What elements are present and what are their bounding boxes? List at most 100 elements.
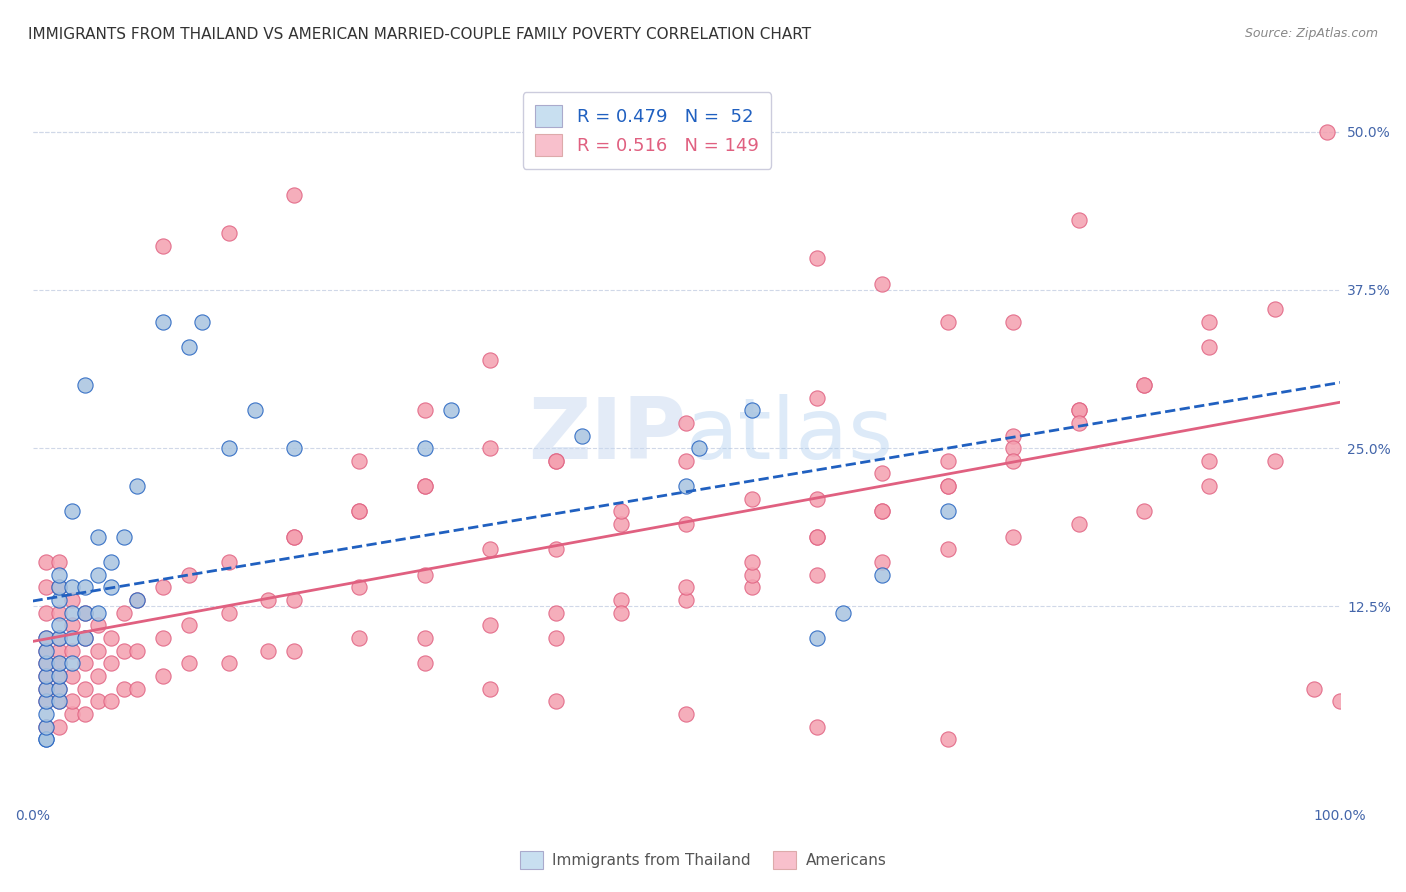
Point bbox=[413, 631, 436, 645]
Point bbox=[48, 720, 70, 734]
Point bbox=[610, 504, 633, 518]
Point bbox=[48, 669, 70, 683]
Point bbox=[1329, 694, 1351, 708]
Point bbox=[1303, 681, 1326, 696]
Point bbox=[34, 581, 56, 595]
Point bbox=[218, 555, 240, 569]
Point bbox=[413, 479, 436, 493]
Point bbox=[100, 631, 122, 645]
Point bbox=[1067, 416, 1090, 430]
Point bbox=[936, 732, 959, 747]
Point bbox=[100, 694, 122, 708]
Point bbox=[48, 581, 70, 595]
Point bbox=[191, 315, 214, 329]
Point bbox=[675, 479, 697, 493]
Point bbox=[1002, 315, 1025, 329]
Point bbox=[87, 694, 110, 708]
Point bbox=[48, 618, 70, 632]
Point bbox=[806, 491, 828, 506]
Point bbox=[675, 454, 697, 468]
Point bbox=[872, 504, 894, 518]
Point bbox=[100, 657, 122, 671]
Point bbox=[1264, 454, 1286, 468]
Point bbox=[675, 416, 697, 430]
Point bbox=[349, 454, 371, 468]
Point bbox=[1264, 301, 1286, 316]
Point bbox=[544, 542, 567, 557]
Point bbox=[100, 555, 122, 569]
Point bbox=[1133, 504, 1156, 518]
Point bbox=[413, 403, 436, 417]
Point bbox=[34, 657, 56, 671]
Point bbox=[34, 643, 56, 657]
Point bbox=[73, 606, 96, 620]
Point bbox=[60, 657, 83, 671]
Point bbox=[60, 669, 83, 683]
Point bbox=[60, 618, 83, 632]
Point bbox=[48, 606, 70, 620]
Point bbox=[152, 238, 174, 252]
Point bbox=[479, 542, 502, 557]
Point bbox=[257, 593, 280, 607]
Point bbox=[179, 618, 201, 632]
Point bbox=[872, 567, 894, 582]
Point bbox=[413, 479, 436, 493]
Point bbox=[1067, 403, 1090, 417]
Point bbox=[48, 555, 70, 569]
Point bbox=[179, 340, 201, 354]
Point bbox=[112, 643, 135, 657]
Point bbox=[283, 530, 305, 544]
Point bbox=[87, 567, 110, 582]
Point bbox=[34, 631, 56, 645]
Point bbox=[610, 517, 633, 532]
Text: ZIP: ZIP bbox=[529, 394, 686, 477]
Point bbox=[127, 643, 149, 657]
Point bbox=[806, 567, 828, 582]
Point bbox=[73, 581, 96, 595]
Point bbox=[34, 643, 56, 657]
Point bbox=[741, 491, 763, 506]
Point bbox=[741, 581, 763, 595]
Point bbox=[60, 581, 83, 595]
Point bbox=[675, 581, 697, 595]
Point bbox=[60, 631, 83, 645]
Point bbox=[34, 694, 56, 708]
Point bbox=[127, 593, 149, 607]
Point bbox=[806, 391, 828, 405]
Point bbox=[936, 542, 959, 557]
Point bbox=[1002, 530, 1025, 544]
Point bbox=[349, 631, 371, 645]
Point bbox=[48, 657, 70, 671]
Point bbox=[179, 567, 201, 582]
Point bbox=[832, 606, 855, 620]
Point bbox=[87, 530, 110, 544]
Point bbox=[544, 454, 567, 468]
Point bbox=[48, 657, 70, 671]
Point bbox=[73, 631, 96, 645]
Point bbox=[34, 720, 56, 734]
Point bbox=[73, 606, 96, 620]
Point bbox=[872, 504, 894, 518]
Point bbox=[48, 581, 70, 595]
Point bbox=[1198, 454, 1220, 468]
Text: Source: ZipAtlas.com: Source: ZipAtlas.com bbox=[1244, 27, 1378, 40]
Point bbox=[34, 694, 56, 708]
Point bbox=[73, 681, 96, 696]
Point bbox=[1067, 517, 1090, 532]
Point bbox=[413, 441, 436, 455]
Point bbox=[48, 593, 70, 607]
Point bbox=[34, 720, 56, 734]
Point bbox=[48, 631, 70, 645]
Point bbox=[544, 454, 567, 468]
Point bbox=[479, 352, 502, 367]
Point bbox=[34, 657, 56, 671]
Point bbox=[413, 567, 436, 582]
Point bbox=[179, 657, 201, 671]
Point bbox=[87, 618, 110, 632]
Point bbox=[349, 581, 371, 595]
Point bbox=[872, 467, 894, 481]
Point bbox=[741, 403, 763, 417]
Point bbox=[73, 706, 96, 721]
Point bbox=[675, 517, 697, 532]
Point bbox=[610, 593, 633, 607]
